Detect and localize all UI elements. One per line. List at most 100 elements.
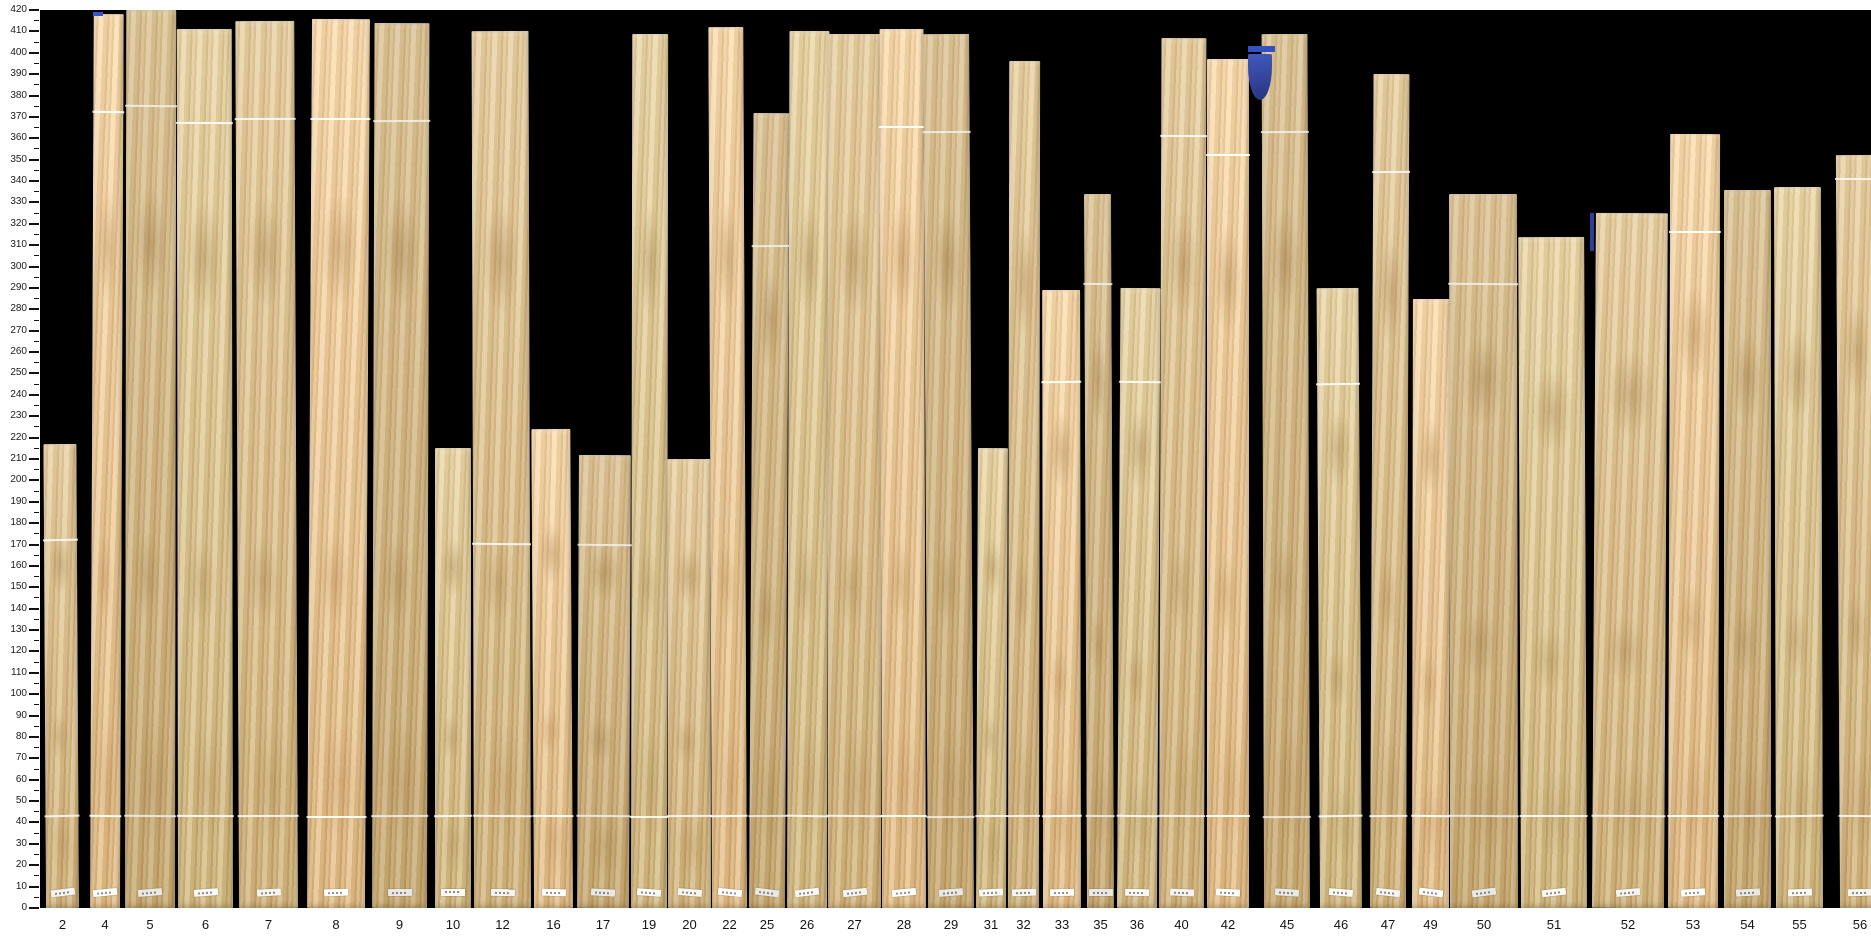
y-axis-tick-label: 280 [10,303,27,315]
chalk-mark [880,815,927,818]
y-axis-tick-label: 160 [10,559,27,571]
y-axis-tick-label: 220 [10,431,27,443]
y-axis-tick-label: 60 [15,773,27,785]
board-number-label: 53 [1685,917,1701,932]
y-axis-tick-label: 250 [10,367,27,379]
board-photo [1083,193,1115,908]
y-axis-tick-label: 90 [15,709,27,721]
chalk-mark [1722,814,1773,818]
y-axis-major-tick [29,586,39,589]
chalk-mark [751,244,790,247]
y-axis-minor-tick [34,854,39,856]
board-number-label: 32 [1016,917,1031,932]
y-axis-major-tick [29,607,39,610]
y-axis-minor-tick [34,84,39,86]
y-axis-major-tick [29,201,39,204]
y-axis-minor-tick [34,469,39,471]
board-number-label: 26 [799,917,815,932]
y-axis-tick-label: 0 [21,902,27,913]
y-axis-major-tick [29,436,39,439]
y-axis-minor-tick [34,511,39,513]
y-axis-minor-tick [34,533,39,535]
chalk-mark [1118,380,1161,384]
y-axis-major-tick [29,180,39,183]
board-photo [1116,287,1161,908]
board-photo [306,18,371,908]
board-photo [786,31,830,908]
inventory-sticker [256,888,281,897]
board-number-label: 9 [395,917,404,932]
y-axis-minor-tick [34,298,39,300]
y-axis-tick-label: 390 [10,68,27,80]
y-axis-tick-label: 50 [15,795,27,807]
chalk-mark [630,815,669,818]
chalk-mark [1838,814,1871,818]
y-axis-major-tick [29,693,39,696]
chalk-mark [42,538,78,542]
y-axis-minor-tick [34,255,39,257]
y-axis-minor-tick [34,340,39,342]
y-axis-major-tick [29,265,39,268]
y-axis-tick-label: 320 [10,217,27,229]
y-axis-major-tick [29,222,39,225]
chalk-mark [1083,282,1113,285]
y-axis-major-tick [29,714,39,717]
y-axis-tick-label: 360 [10,132,27,144]
board-number-label: 35 [1093,917,1108,932]
chalk-mark [1519,815,1588,818]
y-axis-tick-label: 420 [10,4,27,15]
y-axis-tick-label: 150 [10,581,27,593]
board-photo [1667,133,1721,908]
y-axis-tick-label: 180 [10,517,27,529]
y-axis-tick-label: 100 [10,688,27,700]
y-axis-tick-label: 340 [10,175,27,187]
board-photo [1591,212,1668,908]
chalk-mark [786,814,829,818]
y-axis-tick-label: 20 [15,859,27,871]
chalk-mark [532,814,574,818]
y-axis-minor-tick [34,276,39,278]
chalk-mark [1667,815,1720,818]
y-axis-minor-tick [34,234,39,235]
y-axis-major-tick [29,393,39,396]
chalk-mark [1411,814,1451,818]
chalk-mark [1116,814,1159,818]
y-axis-major-tick [29,308,39,311]
board-number-label: 49 [1423,917,1438,932]
y-axis-major-tick [29,286,39,289]
inventory-sticker [1125,888,1150,897]
y-axis-minor-tick [34,832,39,834]
board-photo [89,14,125,908]
y-axis-minor-tick [34,683,39,684]
board-photo [975,448,1008,908]
board-photo [748,112,790,908]
y-axis-minor-tick [34,875,39,877]
y-axis-tick-label: 120 [10,645,27,657]
board-number-label: 27 [847,917,862,932]
y-axis-major-tick [29,821,39,824]
y-axis-major-tick [29,800,39,803]
y-axis-major-tick [29,907,39,909]
board-photo [1518,236,1588,908]
chalk-mark [710,814,748,818]
y-axis-tick-label: 300 [10,260,27,272]
inventory-sticker [193,888,218,897]
inventory-sticker [1471,887,1497,898]
board-photo [1448,193,1519,908]
inventory-sticker [490,888,515,897]
y-axis-major-tick [29,479,39,482]
board-photo [878,29,927,908]
inventory-sticker [92,887,118,898]
board-number-label: 50 [1476,917,1492,932]
y-axis-major-tick [29,115,39,118]
chalk-mark [176,814,234,818]
chalk-mark [1041,814,1082,818]
y-axis-tick-label: 130 [10,624,27,636]
board-photo [1206,59,1250,908]
board-number-label: 42 [1220,917,1236,932]
chalk-mark [237,814,299,818]
inventory-sticker [50,887,75,898]
board-photo [1158,37,1208,908]
board-number-label: 4 [101,917,109,932]
y-axis-minor-tick [34,383,39,385]
